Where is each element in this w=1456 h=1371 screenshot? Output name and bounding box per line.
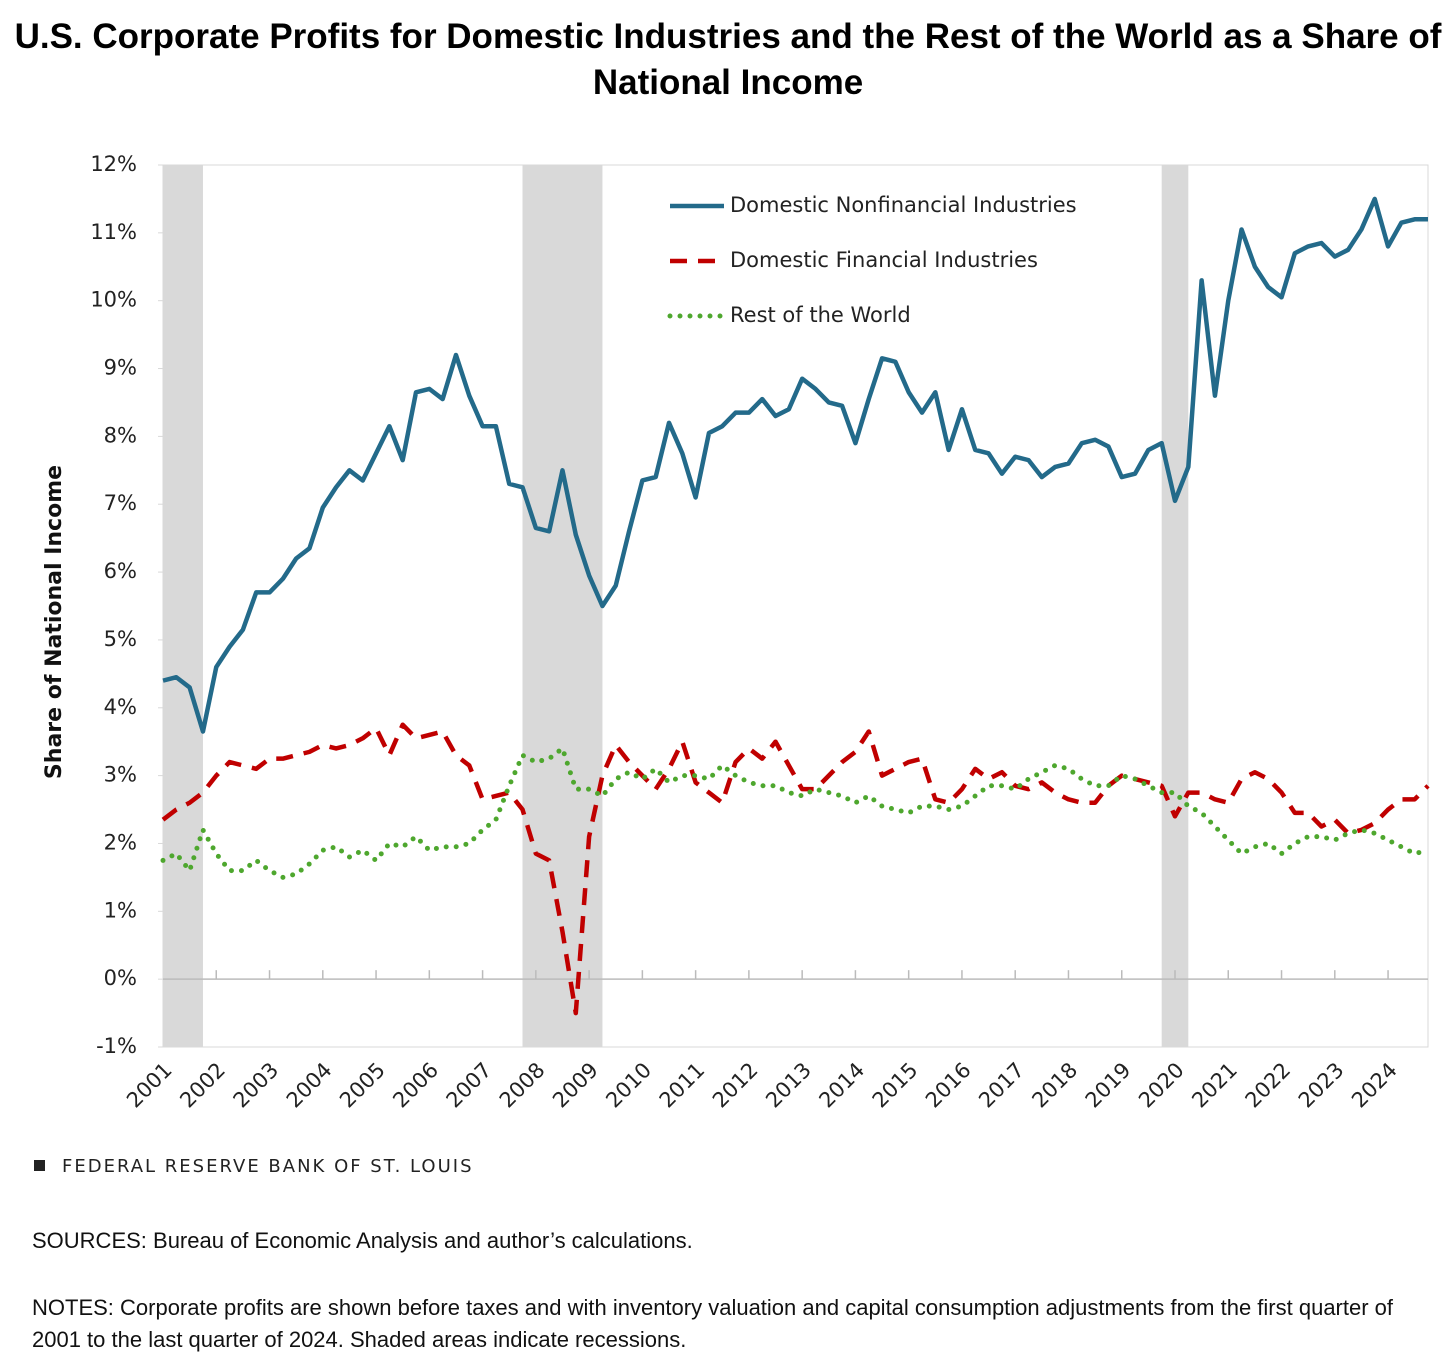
x-tick-label: 2014 — [814, 1058, 869, 1113]
recession-shade — [1161, 165, 1189, 1047]
y-axis-label: Share of National Income — [42, 465, 67, 779]
x-tick-label: 2017 — [974, 1058, 1029, 1113]
x-tick-label: 2023 — [1294, 1058, 1349, 1113]
x-tick-label: 2016 — [921, 1058, 976, 1113]
sources: SOURCES: Bureau of Economic Analysis and… — [32, 1228, 693, 1253]
legend-label: Domestic Nonfinancial Industries — [730, 193, 1077, 217]
brand-square — [34, 1160, 45, 1171]
branding: FEDERAL RESERVE BANK OF ST. LOUIS — [62, 1156, 474, 1177]
x-tick-label: 2005 — [335, 1058, 390, 1113]
x-tick-label: 2018 — [1027, 1058, 1082, 1113]
y-tick-label: 6% — [104, 559, 137, 583]
y-tick-label: 12% — [90, 152, 137, 176]
y-tick-label: 0% — [104, 966, 137, 990]
y-tick-label: 3% — [104, 763, 137, 787]
notes: NOTES: Corporate profits are shown befor… — [32, 1295, 1394, 1352]
x-tick-label: 2012 — [708, 1058, 763, 1113]
x-tick-label: 2022 — [1241, 1058, 1296, 1113]
series-line — [161, 722, 1430, 1016]
recession-shade — [522, 165, 603, 1047]
x-tick-label: 2011 — [655, 1058, 710, 1113]
y-tick-label: 5% — [104, 627, 137, 651]
x-tick-label: 2010 — [601, 1058, 656, 1113]
y-tick-label: 10% — [90, 288, 137, 312]
x-tick-label: 2008 — [495, 1058, 550, 1113]
x-tick-label: 2004 — [282, 1058, 337, 1113]
legend-label: Domestic Financial Industries — [730, 248, 1038, 272]
x-tick-label: 2019 — [1081, 1058, 1136, 1113]
series-line — [162, 196, 1428, 734]
x-tick-label: 2013 — [761, 1058, 816, 1113]
legend-label: Rest of the World — [730, 303, 911, 327]
plot-frame — [162, 164, 1429, 1048]
x-tick-label: 2020 — [1134, 1058, 1189, 1113]
x-tick-label: 2015 — [868, 1058, 923, 1113]
x-tick-label: 2006 — [388, 1058, 443, 1113]
y-tick-label: 11% — [90, 220, 137, 244]
y-tick-label: 8% — [104, 423, 137, 447]
x-tick-label: 2007 — [442, 1058, 497, 1113]
y-tick-label: 4% — [104, 695, 137, 719]
y-tick-label: -1% — [96, 1034, 137, 1058]
chart-title: U.S. Corporate Profits for Domestic Indu… — [14, 17, 1442, 102]
y-tick-label: 1% — [104, 898, 137, 922]
recession-shade — [163, 165, 203, 1047]
x-tick-label: 2003 — [229, 1058, 284, 1113]
y-tick-label: 2% — [104, 830, 137, 854]
x-tick-label: 2002 — [175, 1058, 230, 1113]
series-line — [160, 745, 1431, 880]
x-tick-label: 2009 — [548, 1058, 603, 1113]
x-tick-label: 2021 — [1187, 1058, 1242, 1113]
x-tick-label: 2001 — [122, 1058, 177, 1113]
y-tick-label: 9% — [104, 356, 137, 380]
x-tick-label: 2024 — [1347, 1058, 1402, 1113]
y-tick-label: 7% — [104, 491, 137, 515]
